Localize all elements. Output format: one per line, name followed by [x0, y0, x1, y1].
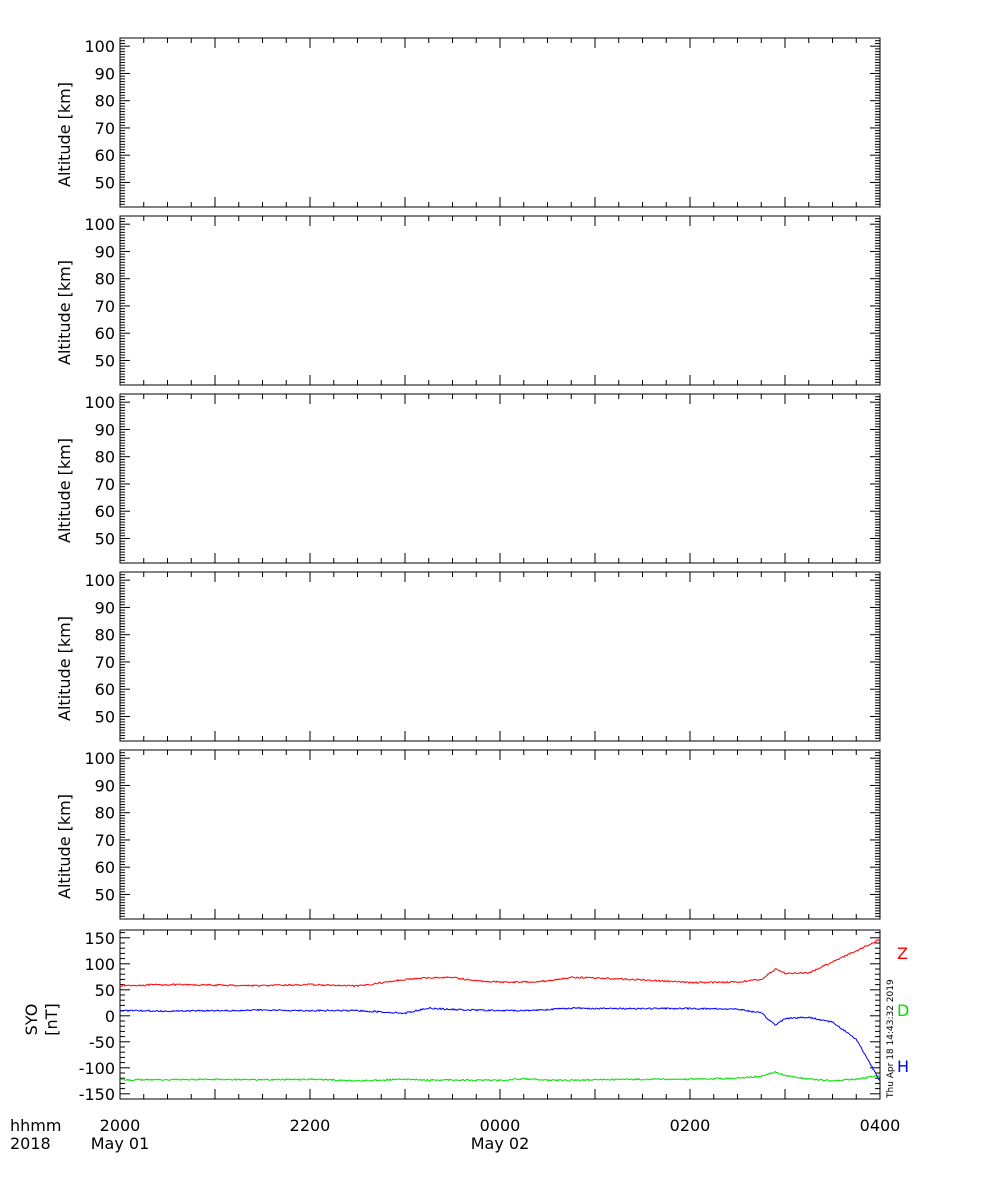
y-tick-label: 90: [95, 598, 115, 617]
panel-frame: [119, 37, 881, 208]
y-axis-label: Altitude [km]: [55, 82, 74, 187]
panel-4: 50 60 70 80 90 100 Altitude [km]: [55, 571, 881, 742]
panel-frame: [119, 929, 881, 1100]
y-tick-label: 60: [95, 146, 115, 165]
y-axis-label: Altitude [km]: [55, 794, 74, 899]
y-tick-label: -100: [79, 1059, 115, 1078]
panel-frame: [119, 571, 881, 742]
y-tick-label: 70: [95, 653, 115, 672]
y-tick-label: 70: [95, 475, 115, 494]
y-tick-label: 100: [84, 955, 115, 974]
y-tick-label: 50: [95, 529, 115, 548]
y-tick-label: 90: [95, 64, 115, 83]
y-axis-label-line1: SYO: [22, 1004, 41, 1036]
y-axis-label: Altitude [km]: [55, 260, 74, 365]
y-axis-label: Altitude [km]: [55, 438, 74, 543]
legend-label-d: D: [897, 1001, 909, 1020]
y-tick-label: 80: [95, 92, 115, 111]
y-tick-label: 70: [95, 119, 115, 138]
time-axis-header-hhmm: hhmm: [10, 1116, 61, 1135]
y-tick-label: -150: [79, 1085, 115, 1104]
y-tick-label: 0: [105, 1007, 115, 1026]
y-tick-label: 80: [95, 804, 115, 823]
panel-2: 50 60 70 80 90 100 Altitude [km]: [55, 215, 881, 386]
x-tick-label: 0400: [860, 1116, 901, 1135]
panel-frame: [119, 215, 881, 386]
y-tick-label: 60: [95, 858, 115, 877]
time-axis-header-year: 2018: [10, 1134, 51, 1153]
y-tick-label: 50: [95, 707, 115, 726]
y-tick-label: 80: [95, 448, 115, 467]
y-tick-label: 90: [95, 420, 115, 439]
y-tick-label: 90: [95, 242, 115, 261]
panel-1: 50 60 70 80 90 100 Altitude [km]: [55, 37, 881, 208]
y-tick-label: 50: [95, 885, 115, 904]
y-tick-label: 100: [84, 749, 115, 768]
panel-5: 50 60 70 80 90 100 Altitude [km]: [55, 749, 881, 920]
y-tick-label: 70: [95, 831, 115, 850]
series-line-d: [119, 1070, 881, 1083]
panel-frame: [119, 749, 881, 920]
y-tick-label: 50: [95, 981, 115, 1000]
y-tick-label: 80: [95, 626, 115, 645]
series-line-z: [120, 938, 881, 988]
x-tick-label: 2000: [100, 1116, 141, 1135]
y-tick-label: 100: [84, 37, 115, 56]
y-axis-label-line2: [nT]: [42, 1003, 61, 1035]
legend-label-z: Z: [897, 944, 908, 963]
timestamp: Thu Apr 18 14:43:32 2019: [886, 979, 896, 1099]
x-tick-label: 0200: [670, 1116, 711, 1135]
panels-group: 50 60 70 80 90 100 Altitude [km] 50 60 70 80 90 100 A…: [22, 37, 909, 1104]
panel-frame: [119, 393, 881, 564]
panel-6: -150 -100 -50 0 50 100 150 SYO [nT] Z D H: [22, 929, 909, 1104]
y-tick-label: 80: [95, 270, 115, 289]
y-axis-label: Altitude [km]: [55, 616, 74, 721]
y-tick-label: 100: [84, 215, 115, 234]
y-tick-label: 50: [95, 351, 115, 370]
y-tick-label: 90: [95, 776, 115, 795]
x-tick-label: 2200: [290, 1116, 331, 1135]
x-date-label: May 02: [471, 1134, 530, 1153]
y-tick-label: -50: [89, 1033, 115, 1052]
y-tick-label: 50: [95, 173, 115, 192]
y-tick-label: 60: [95, 324, 115, 343]
y-tick-label: 60: [95, 680, 115, 699]
y-tick-label: 150: [84, 929, 115, 948]
y-tick-label: 100: [84, 571, 115, 590]
y-tick-label: 100: [84, 393, 115, 412]
legend-label-h: H: [897, 1057, 909, 1076]
x-tick-label: 0000: [480, 1116, 521, 1135]
x-date-label: May 01: [91, 1134, 150, 1153]
y-tick-label: 60: [95, 502, 115, 521]
panel-3: 50 60 70 80 90 100 Altitude [km]: [55, 393, 881, 564]
series-line-h: [119, 1006, 881, 1082]
y-tick-label: 70: [95, 297, 115, 316]
